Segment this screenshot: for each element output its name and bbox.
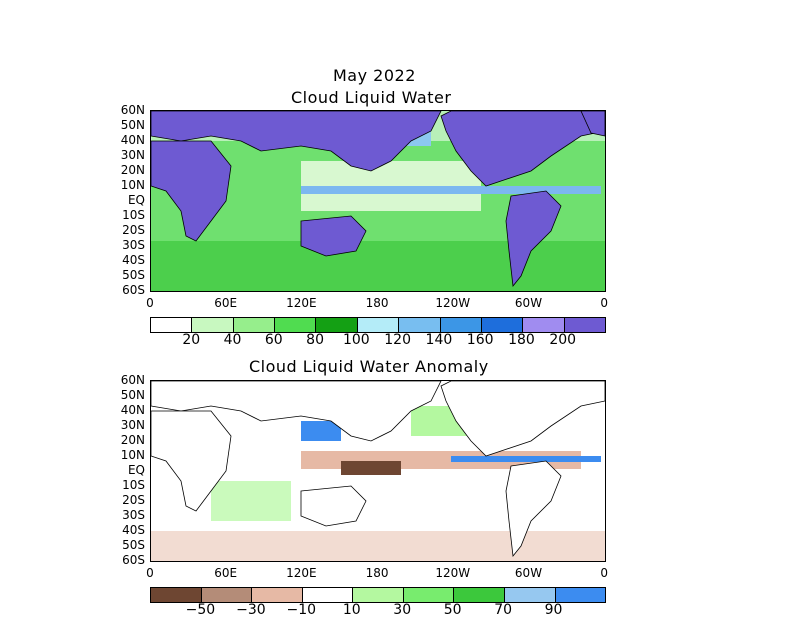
greenland-land [580, 111, 605, 137]
lat-tick-label: 50N [120, 118, 145, 132]
colorbar-swatch [357, 318, 400, 332]
colorbar-swatch [201, 588, 253, 602]
lat-tick-label: 10N [120, 178, 145, 192]
eurasia-land [151, 111, 442, 172]
eurasia-outline [151, 381, 442, 442]
lat-tick-label: 30N [120, 148, 145, 162]
colorbar-label: 30 [393, 602, 412, 618]
colorbar-swatch [192, 318, 234, 332]
colorbar-label: −50 [185, 602, 216, 618]
colorbar-swatch [353, 588, 404, 602]
colorbar-label: 20 [182, 332, 201, 348]
colorbar-swatch [564, 318, 605, 332]
australia-outline [300, 485, 367, 527]
colorbar-swatch [403, 588, 455, 602]
colorbar-swatch [504, 588, 556, 602]
lat-tick-label: 60N [120, 373, 145, 387]
lat-tick-label: 50S [122, 538, 145, 552]
lat-tick-label: 30S [122, 238, 145, 252]
lat-tick-label: 40N [120, 403, 145, 417]
lat-tick-label: 50N [120, 388, 145, 402]
lat-tick-label: 30N [120, 418, 145, 432]
colorbar-label: 10 [342, 602, 361, 618]
lat-tick-label: 30S [122, 508, 145, 522]
lon-tick-label: 60W [514, 296, 543, 310]
lat-tick-label: 40N [120, 133, 145, 147]
lat-tick-label: 20N [120, 163, 145, 177]
lon-tick-label: 120W [435, 566, 471, 580]
lat-tick-label: 20S [122, 493, 145, 507]
colorbar-swatch [555, 588, 606, 602]
lon-tick-label: 180 [365, 566, 389, 580]
colorbar-swatch [481, 318, 524, 332]
colorbar-label: 60 [264, 332, 283, 348]
north-america-outline [440, 381, 605, 457]
lon-tick-label: 120E [286, 566, 317, 580]
africa-outline [151, 410, 232, 512]
lat-tick-label: 10S [122, 478, 145, 492]
north-america-land [440, 111, 605, 187]
colorbar-label: 160 [466, 332, 494, 348]
colorbar-label: 90 [544, 602, 563, 618]
panel1-colorbar [150, 317, 606, 333]
lon-tick-label: 60E [214, 296, 238, 310]
lon-tick-label: 120W [435, 296, 471, 310]
colorbar-swatch [233, 318, 276, 332]
colorbar-label: 100 [342, 332, 370, 348]
lon-tick-label: 0 [146, 566, 154, 580]
lat-tick-label: 60N [120, 103, 145, 117]
colorbar-swatch [252, 588, 303, 602]
colorbar-swatch [316, 318, 358, 332]
south-america-outline [505, 460, 562, 558]
colorbar-label: −10 [286, 602, 317, 618]
lat-tick-label: 60S [122, 283, 145, 297]
lat-tick-label: 10S [122, 208, 145, 222]
lat-tick-label: EQ [127, 463, 145, 477]
lon-tick-label: 180 [365, 296, 389, 310]
lat-tick-label: 50S [122, 268, 145, 282]
panel2-title: Cloud Liquid Water Anomaly [249, 357, 489, 376]
panel1-title: Cloud Liquid Water [291, 88, 452, 107]
lon-tick-label: 120E [286, 296, 317, 310]
colorbar-label: 180 [508, 332, 535, 348]
colorbar-label: 50 [443, 602, 462, 618]
colorbar-swatch [302, 588, 354, 602]
australia-land [300, 215, 367, 257]
lat-tick-label: 20S [122, 223, 145, 237]
south-america-land [505, 190, 562, 288]
colorbar-swatch [454, 588, 505, 602]
colorbar-label: 140 [425, 332, 453, 348]
lat-tick-label: 40S [122, 523, 145, 537]
colorbar-label: 120 [384, 332, 411, 348]
date-title: May 2022 [333, 66, 416, 85]
cloud-liquid-water-map [150, 110, 606, 292]
africa-land [151, 140, 232, 242]
lon-tick-label: 0 [146, 296, 154, 310]
panel2-colorbar [150, 587, 606, 603]
lon-tick-label: 60E [214, 566, 238, 580]
colorbar-label: −30 [236, 602, 266, 618]
lat-tick-label: 20N [120, 433, 145, 447]
lon-tick-label: 0 [600, 566, 608, 580]
lat-tick-label: 60S [122, 553, 145, 567]
lat-tick-label: 40S [122, 253, 145, 267]
colorbar-label: 70 [494, 602, 513, 618]
colorbar-label: 200 [549, 332, 577, 348]
cloud-liquid-water-anomaly-map [150, 380, 606, 562]
lat-tick-label: EQ [127, 193, 145, 207]
colorbar-swatch [440, 318, 482, 332]
lon-tick-label: 60W [514, 566, 543, 580]
colorbar-swatch [275, 318, 317, 332]
colorbar-swatch [399, 318, 441, 332]
colorbar-swatch [523, 318, 565, 332]
colorbar-swatch [151, 588, 202, 602]
lat-tick-label: 10N [120, 448, 145, 462]
colorbar-swatch [151, 318, 193, 332]
lon-tick-label: 0 [600, 296, 608, 310]
colorbar-label: 40 [223, 332, 242, 348]
colorbar-label: 80 [306, 332, 324, 348]
